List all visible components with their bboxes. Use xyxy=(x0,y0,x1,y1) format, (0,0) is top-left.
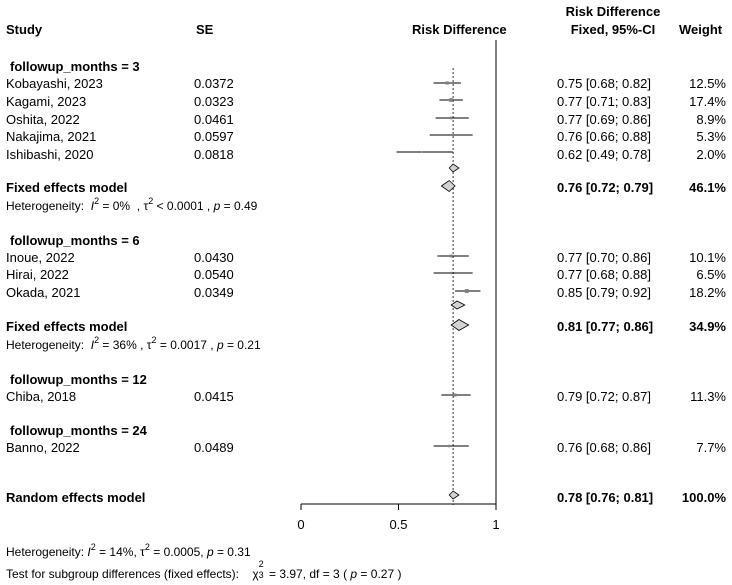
subgroup-label: followup_months = 24 xyxy=(10,423,147,438)
fixed-effects-weight: 34.9% xyxy=(689,319,726,334)
summary-diamond xyxy=(450,319,470,331)
overall-heterogeneity: Heterogeneity: I2 = 14%, τ2 = 0.0005, p … xyxy=(6,542,251,559)
study-weight: 11.3% xyxy=(690,389,726,404)
study-weight: 5.3% xyxy=(696,129,726,144)
random-effects-ci: 0.78 [0.76; 0.81] xyxy=(557,490,654,505)
study-weight: 7.7% xyxy=(696,440,726,455)
study-ci: 0.75 [0.68; 0.82] xyxy=(557,76,651,91)
study-se: 0.0597 xyxy=(194,129,234,144)
study-name: Kobayashi, 2023 xyxy=(6,76,103,91)
study-ci: 0.76 [0.66; 0.88] xyxy=(557,129,651,144)
study-point xyxy=(448,133,451,137)
fixed-effects-label: Fixed effects model xyxy=(6,180,128,195)
study-se: 0.0323 xyxy=(194,94,234,109)
study-name: Oshita, 2022 xyxy=(6,112,80,127)
study-ci: 0.62 [0.49; 0.78] xyxy=(557,147,651,162)
study-point xyxy=(453,393,457,397)
subgroup-label: followup_months = 12 xyxy=(10,372,147,387)
study-point xyxy=(449,116,453,120)
study-point xyxy=(447,444,451,448)
study-ci: 0.77 [0.69; 0.86] xyxy=(557,112,651,127)
study-name: Kagami, 2023 xyxy=(6,94,87,109)
study-ci: 0.76 [0.68; 0.86] xyxy=(557,440,651,455)
study-ci: 0.77 [0.71; 0.83] xyxy=(557,94,651,109)
fixed-effects-weight: 46.1% xyxy=(689,180,726,195)
study-weight: 12.5% xyxy=(689,76,726,91)
study-se: 0.0818 xyxy=(194,147,234,162)
study-weight: 17.4% xyxy=(689,94,726,109)
study-se: 0.0489 xyxy=(194,440,234,455)
study-name: Nakajima, 2021 xyxy=(6,129,97,144)
study-se: 0.0461 xyxy=(194,112,234,127)
summary-diamond xyxy=(440,179,456,193)
subgroup-difference-test: Test for subgroup differences (fixed eff… xyxy=(6,559,402,581)
study-name: Okada, 2021 xyxy=(6,285,81,300)
study-se: 0.0349 xyxy=(194,285,234,300)
study-point xyxy=(449,98,454,102)
x-tick-label: 1 xyxy=(492,517,499,532)
study-weight: 6.5% xyxy=(696,267,726,282)
random-effects-label: Random effects model xyxy=(6,490,146,505)
study-ci: 0.85 [0.79; 0.92] xyxy=(557,285,651,300)
summary-diamond xyxy=(448,490,460,500)
study-se: 0.0540 xyxy=(194,267,234,282)
study-ci: 0.79 [0.72; 0.87] xyxy=(557,389,651,404)
study-se: 0.0415 xyxy=(194,389,234,404)
header-risk-difference: Risk Difference xyxy=(412,22,507,37)
header-se: SE xyxy=(196,22,214,37)
fixed-effects-label: Fixed effects model xyxy=(6,319,128,334)
subgroup-label: followup_months = 6 xyxy=(10,233,140,248)
study-point xyxy=(450,271,453,275)
header-rd-ci-line1: Risk Difference xyxy=(565,4,661,19)
study-name: Hirai, 2022 xyxy=(6,267,69,282)
study-se: 0.0430 xyxy=(194,250,234,265)
study-se: 0.0372 xyxy=(194,76,234,91)
header-rd-ci-line2: Fixed, 95%-CI xyxy=(570,22,656,37)
study-weight: 10.1% xyxy=(689,250,726,265)
summary-diamond xyxy=(448,163,460,173)
x-tick-label: 0 xyxy=(297,517,304,532)
header-study: Study xyxy=(6,22,43,37)
study-point xyxy=(449,254,453,258)
study-weight: 8.9% xyxy=(696,112,726,127)
study-weight: 18.2% xyxy=(689,285,726,300)
heterogeneity-stats: Heterogeneity: I2 = 36% , τ2 = 0.0017 , … xyxy=(6,335,261,352)
header-weight: Weight xyxy=(679,22,723,37)
study-point xyxy=(445,81,449,85)
study-weight: 2.0% xyxy=(696,147,726,162)
study-ci: 0.77 [0.68; 0.88] xyxy=(557,267,651,282)
study-point xyxy=(464,289,469,293)
study-name: Inoue, 2022 xyxy=(6,250,75,265)
fixed-effects-ci: 0.81 [0.77; 0.86] xyxy=(557,319,654,334)
x-tick-label: 0.5 xyxy=(389,517,407,532)
study-name: Banno, 2022 xyxy=(6,440,80,455)
subgroup-label: followup_months = 3 xyxy=(10,59,140,74)
fixed-effects-ci: 0.76 [0.72; 0.79] xyxy=(557,180,654,195)
summary-diamond xyxy=(450,300,466,310)
study-point xyxy=(421,151,423,153)
study-ci: 0.77 [0.70; 0.86] xyxy=(557,250,651,265)
study-name: Ishibashi, 2020 xyxy=(6,147,94,162)
study-name: Chiba, 2018 xyxy=(6,389,77,404)
heterogeneity-stats: Heterogeneity: I2 = 0% , τ2 < 0.0001 , p… xyxy=(6,196,258,213)
random-effects-weight: 100.0% xyxy=(681,490,726,505)
